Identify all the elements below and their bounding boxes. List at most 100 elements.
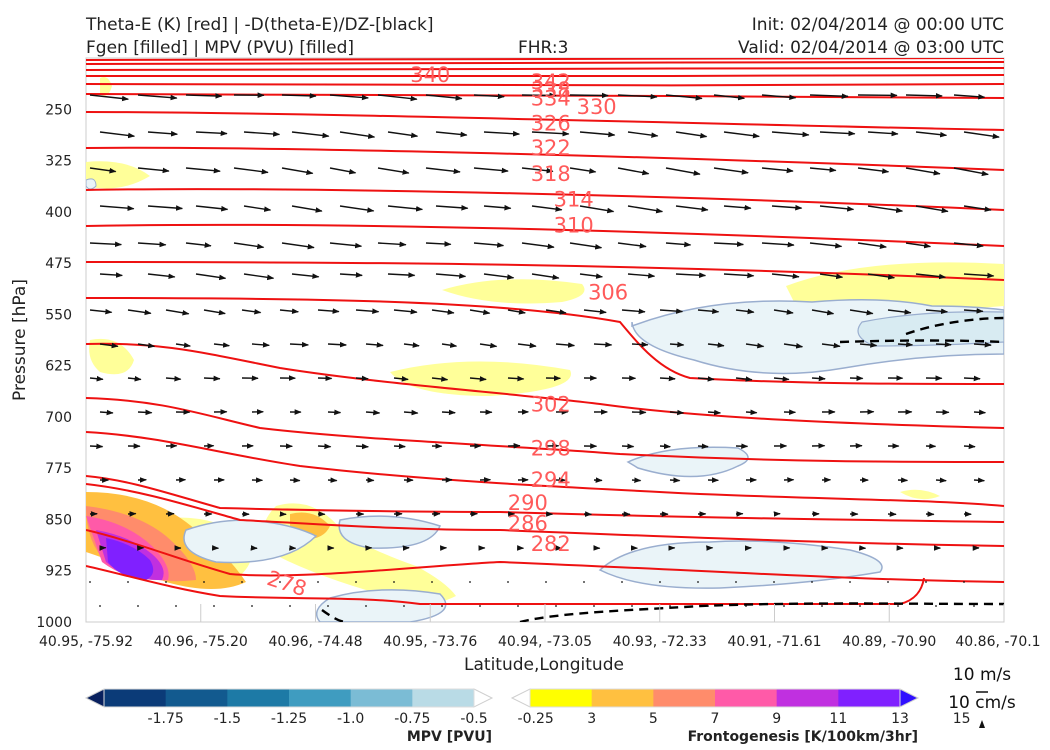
wind-vector bbox=[569, 242, 603, 250]
wind-vector bbox=[281, 93, 317, 99]
wind-vector bbox=[165, 581, 167, 583]
wind-vector bbox=[327, 341, 347, 348]
wind-vector bbox=[545, 581, 547, 583]
wind-vector bbox=[291, 273, 320, 279]
wind-vector bbox=[233, 242, 265, 250]
wind-vector bbox=[745, 605, 747, 607]
wind-vector bbox=[279, 308, 299, 315]
wind-vector bbox=[473, 242, 505, 248]
wind-vector bbox=[627, 272, 656, 279]
x-axis-label: Latitude,Longitude bbox=[464, 655, 624, 675]
wind-vector bbox=[707, 342, 725, 348]
wind-vector bbox=[859, 342, 878, 348]
theta-e-label: 294 bbox=[531, 468, 571, 492]
x-tick-label: 40.95, -73.76 bbox=[383, 634, 477, 650]
theta-e-label: 322 bbox=[531, 136, 571, 160]
wind-vector bbox=[203, 309, 226, 316]
wind-vector bbox=[659, 581, 661, 583]
wind-vector bbox=[617, 93, 658, 100]
wind-vector bbox=[783, 343, 804, 349]
wind-vector bbox=[327, 605, 329, 607]
wind-vector bbox=[849, 309, 874, 316]
wind-vector bbox=[377, 94, 418, 102]
wind-vector bbox=[291, 205, 323, 213]
wind-vector bbox=[473, 93, 505, 100]
wind-vector bbox=[99, 409, 114, 416]
colorbar-segment bbox=[530, 689, 593, 707]
wind-vector bbox=[165, 375, 182, 382]
y-tick-label: 625 bbox=[45, 359, 72, 375]
wind-vector bbox=[137, 167, 170, 174]
wind-vector bbox=[935, 605, 937, 607]
y-tick-label: 475 bbox=[45, 256, 72, 272]
wind-vector bbox=[377, 167, 410, 175]
wind-vector bbox=[925, 308, 949, 315]
wind-vector bbox=[387, 205, 424, 212]
wind-vector bbox=[175, 605, 177, 607]
wind-vector bbox=[669, 341, 685, 348]
wind-vector bbox=[403, 342, 420, 348]
y-tick-label: 925 bbox=[45, 564, 72, 580]
wind-vector bbox=[723, 272, 755, 279]
colorbar-tick-label: -0.5 bbox=[460, 711, 487, 727]
theta-e-label: 318 bbox=[531, 162, 571, 186]
title-line1: Theta-E (K) [red] | -D(theta-E)/DZ-[blac… bbox=[85, 15, 434, 35]
wind-vector bbox=[953, 167, 989, 177]
wind-vector bbox=[507, 581, 509, 583]
wind-vector bbox=[377, 241, 407, 248]
wind-vector bbox=[809, 167, 837, 173]
x-tick-label: 40.96, -75.20 bbox=[154, 634, 248, 650]
wind-vector bbox=[531, 205, 563, 212]
wind-vector bbox=[243, 131, 281, 137]
wind-vector bbox=[185, 93, 223, 99]
wind-vector bbox=[675, 272, 707, 278]
wind-vector bbox=[127, 581, 129, 583]
wind-vector bbox=[583, 308, 607, 315]
wind-vector bbox=[317, 443, 332, 450]
wind-vector bbox=[545, 309, 567, 315]
wind-vector bbox=[887, 581, 889, 583]
wind-vector bbox=[735, 376, 753, 382]
wind-vector bbox=[137, 605, 139, 607]
wind-vector bbox=[973, 477, 986, 484]
wind-vector bbox=[659, 375, 676, 382]
mpv-colorbar-label: MPV [PVU] bbox=[407, 729, 492, 745]
wind-vector bbox=[175, 342, 191, 348]
quiver-key: 10 m/s 10 cm/s bbox=[948, 665, 1016, 728]
colorbar-tick-label: -1.25 bbox=[271, 711, 307, 727]
wind-vector bbox=[897, 605, 899, 607]
wind-vector bbox=[857, 167, 890, 174]
wind-vector bbox=[809, 242, 843, 249]
wind-vector bbox=[425, 94, 463, 101]
colorbar-segment bbox=[838, 689, 901, 707]
wind-vector bbox=[631, 477, 642, 483]
wind-vector bbox=[89, 581, 91, 583]
valid-time: Valid: 02/04/2014 @ 03:00 UTC bbox=[738, 38, 1004, 58]
wind-vector bbox=[289, 605, 291, 607]
forecast-hour: FHR:3 bbox=[518, 38, 568, 58]
wind-vector bbox=[773, 309, 794, 315]
theta-e-label: 298 bbox=[531, 436, 571, 460]
wind-vector bbox=[809, 93, 849, 99]
wind-vector bbox=[905, 167, 941, 176]
y-tick-label: 1000 bbox=[36, 615, 72, 631]
wind-vector bbox=[89, 94, 129, 102]
colorbar-tick-label: -1.75 bbox=[148, 711, 184, 727]
wind-vector bbox=[355, 443, 369, 450]
wind-vector bbox=[137, 241, 167, 248]
wind-vector bbox=[329, 94, 369, 101]
wind-vector bbox=[963, 375, 981, 382]
wind-vector bbox=[905, 242, 932, 249]
wind-vector bbox=[819, 130, 856, 137]
wind-vector bbox=[973, 409, 987, 416]
wind-vector bbox=[531, 273, 560, 280]
y-axis-ticks: 250 325 400 475 550 625 700 775 850 925 1000 bbox=[36, 102, 72, 631]
wind-vector bbox=[675, 131, 708, 139]
wind-vector bbox=[665, 94, 703, 101]
colorbar-segment bbox=[776, 689, 839, 707]
wind-vector bbox=[241, 308, 262, 315]
frontogenesis-colorbar-label: Frontogenesis [K/100km/3hr] bbox=[688, 729, 918, 745]
y-tick-label: 775 bbox=[45, 461, 72, 477]
init-time: Init: 02/04/2014 @ 00:00 UTC bbox=[752, 15, 1004, 35]
wind-vector bbox=[127, 309, 152, 316]
